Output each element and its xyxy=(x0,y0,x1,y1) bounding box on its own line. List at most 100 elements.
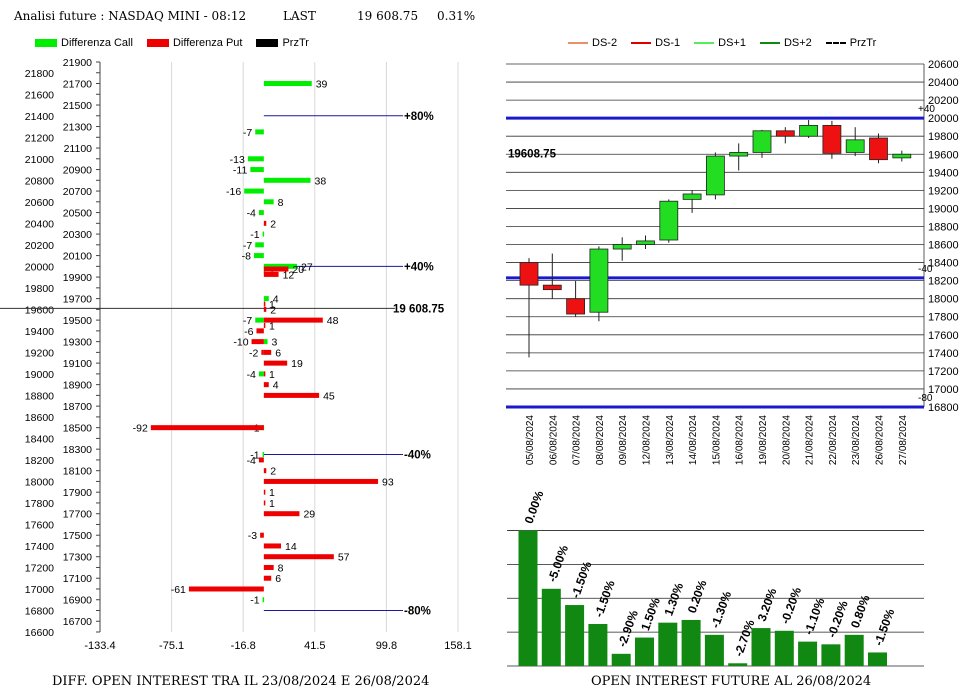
put-diff-label: 6 xyxy=(275,573,281,585)
call-diff-label: -1 xyxy=(250,450,259,462)
put-diff-bar xyxy=(263,301,266,307)
candle-y-tick-label: 18800 xyxy=(928,221,959,233)
put-diff-label: 8 xyxy=(278,562,284,574)
left-y-tick-label: 16900 xyxy=(63,595,92,607)
left-x-tick-label: 41.5 xyxy=(304,640,325,652)
put-diff-label: 12 xyxy=(283,269,295,281)
candle-x-tick-label: 27/08/2024 xyxy=(898,415,909,465)
candle-x-tick-label: 13/08/2024 xyxy=(665,415,676,465)
call-diff-label: 38 xyxy=(315,175,327,187)
put-diff-bar xyxy=(263,468,267,474)
legend-line-ds-1 xyxy=(631,42,652,44)
left-y-tick-label: 20200 xyxy=(25,240,54,252)
candle-x-tick-label: 21/08/2024 xyxy=(805,415,816,465)
put-diff-bar xyxy=(263,371,266,377)
legend-item-przt-dashed: PrzTr xyxy=(825,37,877,49)
put-diff-label: 2 xyxy=(270,466,276,478)
left-y-tick-label: 17900 xyxy=(63,487,92,499)
put-diff-label: -2 xyxy=(249,347,258,359)
call-diff-bar xyxy=(262,597,265,603)
left-y-tick-label: 19800 xyxy=(25,283,54,295)
put-diff-bar xyxy=(260,532,264,538)
call-diff-label: -4 xyxy=(247,369,256,381)
candle-x-tick-label: 19/08/2024 xyxy=(758,415,769,465)
level-label: -80% xyxy=(404,605,431,617)
right-legend: DS-2 DS-1 DS+1 DS+2 PrzTr xyxy=(568,37,890,49)
put-diff-bar xyxy=(263,511,300,517)
left-y-tick-label: 19000 xyxy=(25,369,54,381)
candle-body xyxy=(659,200,679,241)
put-diff-bar xyxy=(150,425,264,431)
oi-data-label: 3.20% xyxy=(755,586,780,623)
candle-body xyxy=(612,244,632,250)
put-diff-bar xyxy=(258,457,264,463)
oi-bar xyxy=(704,634,724,666)
candle-body xyxy=(822,124,842,154)
put-diff-bar xyxy=(263,392,320,398)
candle-x-tick-label: 08/08/2024 xyxy=(595,415,606,465)
put-diff-bar xyxy=(188,586,264,592)
left-y-tick-label: 20800 xyxy=(25,175,54,187)
oi-bar xyxy=(518,530,538,666)
left-x-tick-label: 158.1 xyxy=(444,640,472,652)
candle-x-tick-label: 06/08/2024 xyxy=(548,415,559,465)
legend-label-ds-2: DS-2 xyxy=(592,37,618,49)
price-line-label: 19 608.75 xyxy=(393,303,445,315)
put-diff-bar xyxy=(263,271,279,277)
legend-label-przt: PrzTr xyxy=(282,37,309,49)
put-diff-bar xyxy=(263,306,267,312)
legend-item-call: Differenza Call xyxy=(35,37,133,49)
left-y-tick-label: 18300 xyxy=(63,444,92,456)
candle-body xyxy=(845,139,865,153)
put-diff-label: 2 xyxy=(270,218,276,230)
call-diff-bar xyxy=(262,231,265,237)
call-diff-label: 3 xyxy=(272,337,278,349)
put-diff-bar xyxy=(263,564,274,570)
level-label: +40% xyxy=(404,261,434,273)
candle-y-tick-label: 20000 xyxy=(928,113,959,125)
candle-body xyxy=(775,130,795,137)
oi-bar xyxy=(728,663,748,666)
candle-body xyxy=(542,284,562,291)
left-x-tick-label: 99.8 xyxy=(376,640,397,652)
left-y-tick-label: 16700 xyxy=(63,616,92,628)
put-diff-label: -61 xyxy=(171,584,186,596)
legend-label-put: Differenza Put xyxy=(172,37,243,49)
candle-x-tick-label: 16/08/2024 xyxy=(735,415,746,465)
put-diff-bar xyxy=(263,575,272,581)
call-diff-bar xyxy=(263,81,312,87)
oi-bar xyxy=(844,634,864,666)
candle-body xyxy=(729,152,749,157)
left-y-tick-label: 17500 xyxy=(63,530,92,542)
left-y-tick-label: 16800 xyxy=(25,605,54,617)
candle-x-tick-label: 20/08/2024 xyxy=(781,415,792,465)
put-diff-bar xyxy=(263,500,266,506)
left-y-tick-label: 21900 xyxy=(63,57,92,69)
call-diff-label: -11 xyxy=(233,165,248,177)
call-diff-bar xyxy=(247,156,264,162)
left-y-tick-label: 18700 xyxy=(63,401,92,413)
left-y-tick-label: 19200 xyxy=(25,347,54,359)
left-y-tick-label: 21800 xyxy=(25,68,54,80)
level-label: +80% xyxy=(404,111,434,123)
call-diff-label: -1 xyxy=(250,595,259,607)
call-diff-bar xyxy=(258,371,264,377)
candle-y-tick-label: 18000 xyxy=(928,294,959,306)
candle-y-tick-label: 18600 xyxy=(928,240,959,252)
left-y-tick-label: 18100 xyxy=(63,466,92,478)
put-diff-label: 48 xyxy=(327,315,339,327)
candle-y-tick-label: 19400 xyxy=(928,167,959,179)
put-diff-bar xyxy=(263,317,323,323)
put-diff-label: 1 xyxy=(269,487,275,499)
left-y-tick-label: 17700 xyxy=(63,509,92,521)
candle-body xyxy=(892,153,912,159)
oi-data-label: 0.00% xyxy=(522,488,547,525)
left-y-tick-label: 20700 xyxy=(63,186,92,198)
legend-line-ds+1 xyxy=(694,42,715,44)
legend-label-przt-dashed: PrzTr xyxy=(849,37,877,49)
left-y-tick-label: 21000 xyxy=(25,154,54,166)
put-diff-bar xyxy=(263,478,379,484)
call-diff-bar xyxy=(262,452,265,458)
candle-y-tick-label: 19000 xyxy=(928,203,959,215)
